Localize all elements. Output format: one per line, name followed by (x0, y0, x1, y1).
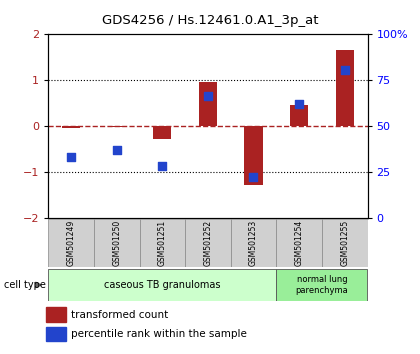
Bar (231, 219, 276, 267)
Text: GSM501251: GSM501251 (158, 220, 167, 267)
Bar (322, 219, 368, 267)
Bar (336, 50, 354, 126)
Bar (47, 327, 66, 341)
Bar (290, 105, 308, 126)
Text: GSM501249: GSM501249 (67, 220, 76, 267)
Text: GSM501255: GSM501255 (340, 220, 349, 267)
Text: GSM501252: GSM501252 (203, 220, 213, 267)
Bar (244, 126, 262, 185)
Bar (62, 126, 80, 128)
Point (159, 163, 165, 169)
Bar (108, 126, 126, 127)
Point (113, 147, 120, 153)
Bar (153, 126, 171, 139)
Text: percentile rank within the sample: percentile rank within the sample (71, 329, 247, 339)
Bar (94, 219, 139, 267)
Text: caseous TB granulomas: caseous TB granulomas (104, 280, 220, 290)
Point (68, 154, 74, 160)
Bar (47, 307, 66, 322)
Bar (48, 219, 94, 267)
Text: GSM501253: GSM501253 (249, 220, 258, 267)
Bar (276, 269, 368, 301)
Point (205, 93, 211, 99)
Text: GDS4256 / Hs.12461.0.A1_3p_at: GDS4256 / Hs.12461.0.A1_3p_at (102, 14, 318, 27)
Bar (276, 219, 322, 267)
Bar (185, 219, 231, 267)
Text: normal lung
parenchyma: normal lung parenchyma (296, 275, 348, 295)
Text: transformed count: transformed count (71, 309, 168, 320)
Bar (139, 219, 185, 267)
Text: GSM501254: GSM501254 (294, 220, 304, 267)
Point (296, 101, 302, 107)
Bar (199, 82, 217, 126)
Point (341, 68, 348, 73)
Text: cell type: cell type (4, 280, 46, 290)
Point (250, 175, 257, 180)
Text: GSM501250: GSM501250 (112, 220, 121, 267)
Bar (48, 269, 276, 301)
